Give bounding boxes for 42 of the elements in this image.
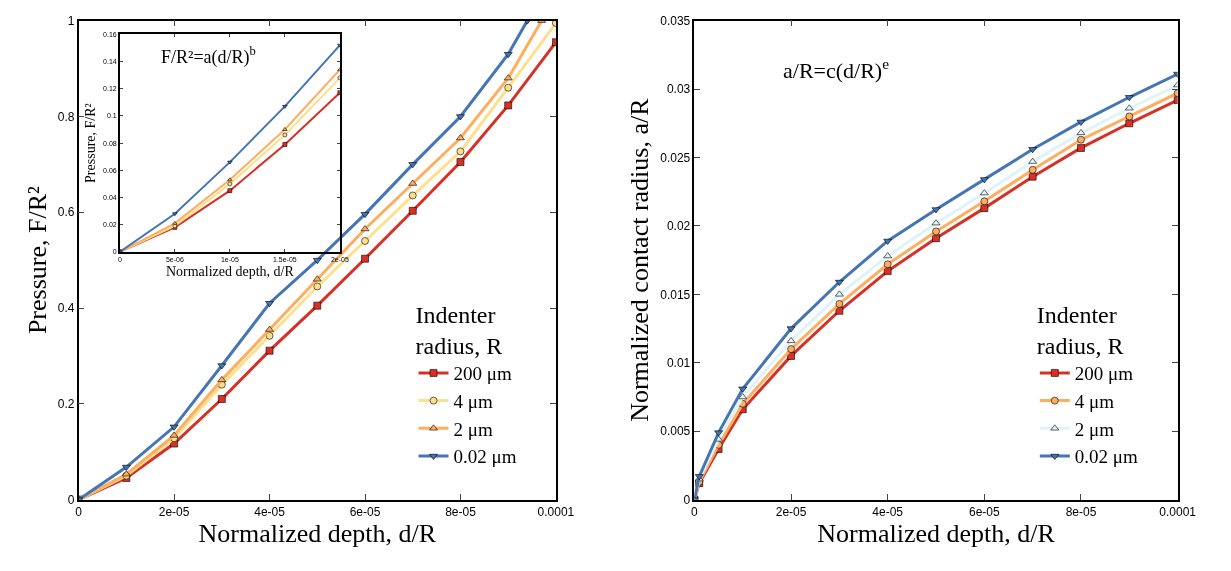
x-tick-label: 6e-05 [968,504,1000,519]
y-tick-label: 0.8 [57,109,75,124]
annotation: F/R²=a(d/R)$^{b}$ [161,44,256,68]
y-tick-label: 0.4 [57,301,75,316]
legend-label: 4 μm [453,391,493,413]
x-axis-title: Normalized depth, d/R [817,518,1056,548]
y-tick-label: 0.02 [666,219,691,234]
y-tick-label: 0.025 [660,150,691,165]
x-tick-label: 0.0001 [1159,504,1197,519]
legend-label: 200 μm [1074,363,1134,385]
y-tick-label: 1 [67,13,75,28]
y-tick-label: 0.6 [57,205,75,220]
y-tick-label: 0.005 [660,424,691,439]
legend-label: 2 μm [453,418,493,440]
annotation: a/R=c(d/R)$^{e}$ [783,55,890,84]
x-axis-title: Normalized depth, d/R [198,518,437,548]
x-tick-label: 8e-05 [1065,504,1097,519]
x-tick-label: 4e-05 [872,504,904,519]
y-axis-title: Pressure, F/R² [22,185,52,335]
y-tick-label: 0.035 [660,13,691,28]
y-tick-label: 0.03 [666,82,691,97]
y-tick-label: 0.01 [666,355,691,370]
y-tick-label: 0.2 [57,397,75,412]
y-axis-title: Pressure, F/R² [83,103,99,183]
x-tick-label: 4e-05 [254,504,286,519]
y-tick-label: 0.015 [660,287,691,302]
x-tick-label: 2e-05 [158,504,190,519]
legend-label: 0.02 μm [453,446,517,468]
y-tick-label: 0 [683,492,691,507]
legend-label: 200 μm [453,363,512,385]
y-axis-title: Normalized contact radius, a/R [625,97,655,422]
legend-label: 0.02 μm [1074,446,1138,468]
x-axis-title: Normalized depth, d/R [165,263,295,279]
x-tick-label: 0.0001 [537,504,575,519]
x-tick-label: 2e-05 [775,504,807,519]
legend-title: Indenter radius, R [1036,301,1124,360]
legend-title: Indenter radius, R [415,301,503,360]
x-tick-label: 8e-05 [445,504,477,519]
legend-label: 4 μm [1074,391,1115,413]
legend-label: 2 μm [1074,418,1115,440]
x-tick-label: 6e-05 [349,504,381,519]
y-tick-label: 0 [67,492,75,507]
